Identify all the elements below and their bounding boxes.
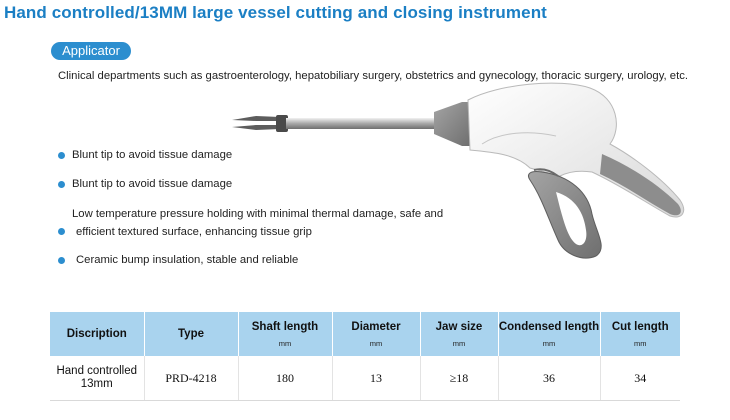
cell-condensed-length: 36 (498, 356, 601, 401)
col-header-shaft-length: Shaft length mm (238, 312, 333, 356)
table-header-row: Discription Type Shaft length mm Diameter… (50, 312, 680, 356)
applicator-badge: Applicator (51, 42, 131, 60)
cell-shaft-length: 180 (238, 356, 333, 401)
col-header-condensed-length: Condensed length mm (498, 312, 601, 356)
bullet-icon (58, 152, 65, 159)
feature-item: Blunt tip to avoid tissue damage (72, 178, 233, 190)
bullet-icon (58, 181, 65, 188)
feature-item: efficient textured surface, enhancing ti… (76, 226, 312, 238)
instrument-image (232, 82, 685, 259)
cell-description: Hand controlled 13mm (50, 356, 145, 401)
table-row: Hand controlled 13mm PRD-4218 180 13 ≥18… (50, 356, 680, 401)
cell-type: PRD-4218 (144, 356, 239, 401)
page-title: Hand controlled/13MM large vessel cuttin… (4, 3, 547, 22)
feature-item: Ceramic bump insulation, stable and reli… (76, 254, 299, 266)
cell-jaw-size: ≥18 (420, 356, 499, 401)
col-header-description: Discription (50, 312, 145, 356)
col-header-jaw-size: Jaw size mm (420, 312, 499, 356)
bullet-icon (58, 257, 65, 264)
feature-item: Blunt tip to avoid tissue damage (72, 149, 233, 161)
cell-cut-length: 34 (600, 356, 680, 401)
col-header-diameter: Diameter mm (332, 312, 421, 356)
feature-item: Low temperature pressure holding with mi… (72, 208, 444, 220)
cell-diameter: 13 (332, 356, 421, 401)
col-header-type: Type (144, 312, 239, 356)
bullet-icon (58, 228, 65, 235)
spec-table: Discription Type Shaft length mm Diameter… (50, 312, 680, 401)
departments-text: Clinical departments such as gastroenter… (58, 70, 689, 82)
col-header-cut-length: Cut length mm (600, 312, 680, 356)
